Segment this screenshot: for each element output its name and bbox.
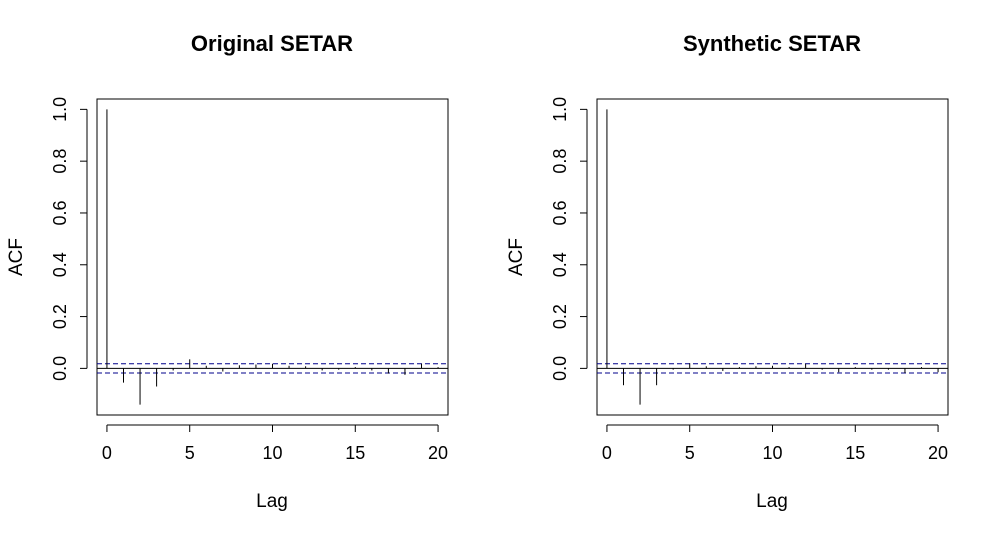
x-tick-label: 5: [685, 443, 695, 463]
x-tick-label: 0: [602, 443, 612, 463]
y-axis-label: ACF: [506, 238, 527, 276]
x-tick-label: 20: [428, 443, 448, 463]
plot-frame: [596, 98, 949, 416]
y-tick-label: 0.4: [550, 252, 570, 277]
chart-title: Synthetic SETAR: [683, 31, 861, 56]
x-tick-label: 10: [262, 443, 282, 463]
y-tick-label: 0.0: [50, 356, 70, 381]
x-tick-label: 15: [345, 443, 365, 463]
y-tick-label: 0.6: [50, 200, 70, 225]
x-tick-label: 0: [102, 443, 112, 463]
acf-marks: 0 5 10 15 20 0.0 0.2 0.4 0.6 0.8 1.0: [550, 97, 948, 463]
y-tick-label: 0.8: [550, 149, 570, 174]
x-tick-label: 5: [185, 443, 195, 463]
chart-panel-synthetic: Synthetic SETAR Lag ACF 0 5 10 15 20 0.0 0.2 0.…: [506, 31, 949, 512]
y-tick-label: 1.0: [50, 97, 70, 122]
x-axis-label: Lag: [256, 491, 288, 512]
chart-panel-original: Original SETAR Lag ACF 0 5 10 15 20 0.0 0.2 0.4…: [6, 31, 449, 512]
y-tick-label: 0.6: [550, 200, 570, 225]
x-tick-label: 15: [845, 443, 865, 463]
acf-marks: 0 5 10 15 20 0.0 0.2 0.4 0.6 0.8 1.0: [50, 97, 448, 463]
x-tick-label: 20: [928, 443, 948, 463]
x-tick-label: 10: [762, 443, 782, 463]
plot-frame: [96, 98, 449, 416]
y-tick-label: 1.0: [550, 97, 570, 122]
y-tick-label: 0.4: [50, 252, 70, 277]
y-tick-label: 0.8: [50, 149, 70, 174]
y-axis-label: ACF: [6, 238, 27, 276]
chart-title: Original SETAR: [191, 31, 353, 56]
y-tick-label: 0.2: [550, 304, 570, 329]
y-tick-label: 0.0: [550, 356, 570, 381]
x-axis-label: Lag: [756, 491, 788, 512]
y-tick-label: 0.2: [50, 304, 70, 329]
